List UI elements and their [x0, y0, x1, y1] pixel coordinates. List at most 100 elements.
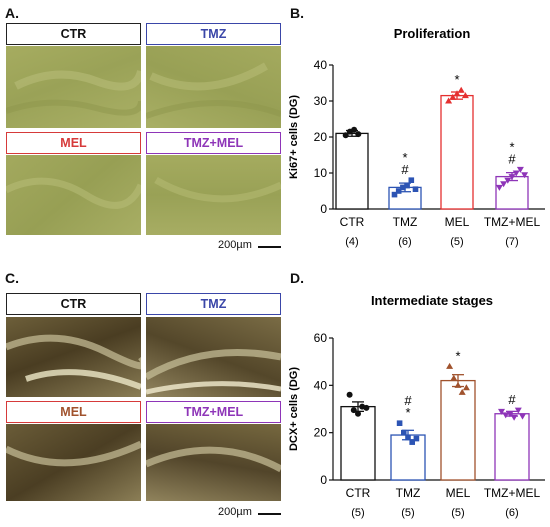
- chart-d-point: [355, 410, 361, 417]
- micrograph-mel-a: [6, 155, 141, 235]
- chart-d-ytick-label: 40: [314, 378, 328, 392]
- chart-b-point: [461, 92, 469, 99]
- chart-d-n-label: (5): [401, 507, 414, 519]
- chart-d-point: [519, 413, 526, 420]
- chart-b-bar: [440, 94, 474, 210]
- chart-d-bar: [494, 413, 530, 481]
- chart-b-ytick-label: 20: [314, 130, 328, 144]
- chart-d-point: [510, 414, 518, 421]
- chart-d-point: [363, 404, 370, 411]
- chart-d-annotation: #: [404, 393, 412, 408]
- chart-b-point: [453, 90, 461, 97]
- label-ctr-c: CTR: [6, 293, 141, 315]
- chart-d-point: [454, 381, 462, 388]
- chart-d-point: [446, 362, 454, 369]
- chart-d-point: [506, 411, 514, 418]
- scale-bar-c: [258, 513, 281, 515]
- chart-d-n-label: (6): [505, 507, 518, 519]
- chart-d-point: [346, 391, 353, 398]
- chart-b-point: [400, 184, 406, 191]
- label-ctr-a: CTR: [6, 23, 141, 45]
- chart-d-point: [413, 435, 420, 442]
- chart-d-ytick-label: 0: [320, 473, 327, 487]
- micrograph-mel-c: [6, 424, 141, 501]
- micrograph-tmz-a: [146, 46, 281, 128]
- label-mel-a: MEL: [6, 132, 141, 154]
- chart-d-category-label: MEL: [446, 486, 471, 500]
- chart-d-point: [401, 429, 407, 436]
- chart-b-point: [342, 132, 349, 139]
- micrograph-ctr-c: [6, 317, 141, 397]
- chart-d-point: [350, 407, 357, 414]
- chart-b-point: [521, 172, 529, 179]
- chart-d-bar: [340, 405, 376, 481]
- chart-b-n-label: (6): [398, 236, 411, 248]
- chart-b-category-label: CTR: [340, 215, 365, 229]
- scale-bar-a: [258, 246, 281, 248]
- label-tmzmel-a: TMZ+MEL: [146, 132, 281, 154]
- chart-b-point: [445, 97, 453, 104]
- chart-b-point: [412, 186, 419, 192]
- label-tmz-c: TMZ: [146, 293, 281, 315]
- panel-d-letter: D.: [290, 270, 304, 286]
- chart-b-point: [391, 191, 398, 198]
- chart-d-n-label: (5): [351, 507, 364, 519]
- chart-b-point: [395, 188, 402, 194]
- chart-b-annotation: *: [454, 72, 459, 87]
- chart-b-point: [495, 184, 503, 191]
- chart-b-point: [512, 170, 520, 177]
- chart-b-n-label: (4): [345, 236, 358, 248]
- chart-d-category-label: TMZ+MEL: [484, 486, 541, 500]
- chart-b-point: [355, 131, 362, 138]
- chart-b-ytick-label: 30: [314, 94, 328, 108]
- chart-d-point: [405, 434, 411, 441]
- scale-label-c: 200µm: [218, 506, 252, 518]
- chart-b-point: [457, 86, 465, 93]
- label-mel-c: MEL: [6, 401, 141, 423]
- chart-d-point: [458, 388, 466, 395]
- scale-label-a: 200µm: [218, 239, 252, 251]
- chart-b-point: [500, 181, 508, 188]
- chart-b-n-label: (7): [505, 236, 518, 248]
- chart-d-ytick-label: 20: [314, 426, 328, 440]
- panel-c-letter: C.: [5, 270, 19, 286]
- chart-d-point: [450, 374, 458, 381]
- chart-d-point: [514, 407, 522, 414]
- chart-d-n-label: (5): [451, 507, 464, 519]
- panel-b-letter: B.: [290, 5, 304, 21]
- chart-b-n-label: (5): [450, 236, 463, 248]
- chart-b-point: [516, 166, 524, 173]
- chart-b-annotation: #: [401, 162, 409, 177]
- micrograph-tmzmel-a: [146, 155, 281, 235]
- chart-b-ylabel: Ki67+ cells (DG): [288, 95, 300, 179]
- chart-b-annotation: *: [402, 150, 407, 165]
- chart-d-point: [396, 420, 403, 426]
- panel-a-letter: A.: [5, 5, 19, 21]
- chart-b-category-label: TMZ: [393, 215, 418, 229]
- label-tmzmel-c: TMZ+MEL: [146, 401, 281, 423]
- chart-d-point: [409, 439, 415, 445]
- chart-b-ytick-label: 10: [314, 166, 328, 180]
- chart-d-annotation: #: [508, 392, 516, 407]
- chart-b-ytick-label: 0: [320, 202, 327, 216]
- micrograph-ctr-a: [6, 46, 141, 128]
- chart-b-point: [508, 174, 516, 181]
- chart-b-point: [504, 177, 512, 184]
- label-tmz-a: TMZ: [146, 23, 281, 45]
- chart-d-ylabel: DCX+ cells (DG): [288, 367, 300, 451]
- chart-b-annotation: *: [509, 139, 514, 154]
- chart-b-point: [404, 182, 410, 189]
- chart-b-title: Proliferation: [394, 26, 471, 41]
- chart-d-point: [502, 412, 510, 419]
- chart-d-bar: [440, 379, 476, 481]
- chart-b-category-label: TMZ+MEL: [484, 215, 541, 229]
- chart-b-point: [351, 126, 358, 133]
- chart-d-annotation: *: [405, 405, 410, 420]
- chart-d-title: Intermediate stages: [371, 293, 493, 308]
- chart-b-category-label: MEL: [445, 215, 470, 229]
- chart-d-bar: [390, 434, 426, 481]
- micrograph-tmz-c: [146, 317, 281, 397]
- chart-d-point: [462, 384, 470, 391]
